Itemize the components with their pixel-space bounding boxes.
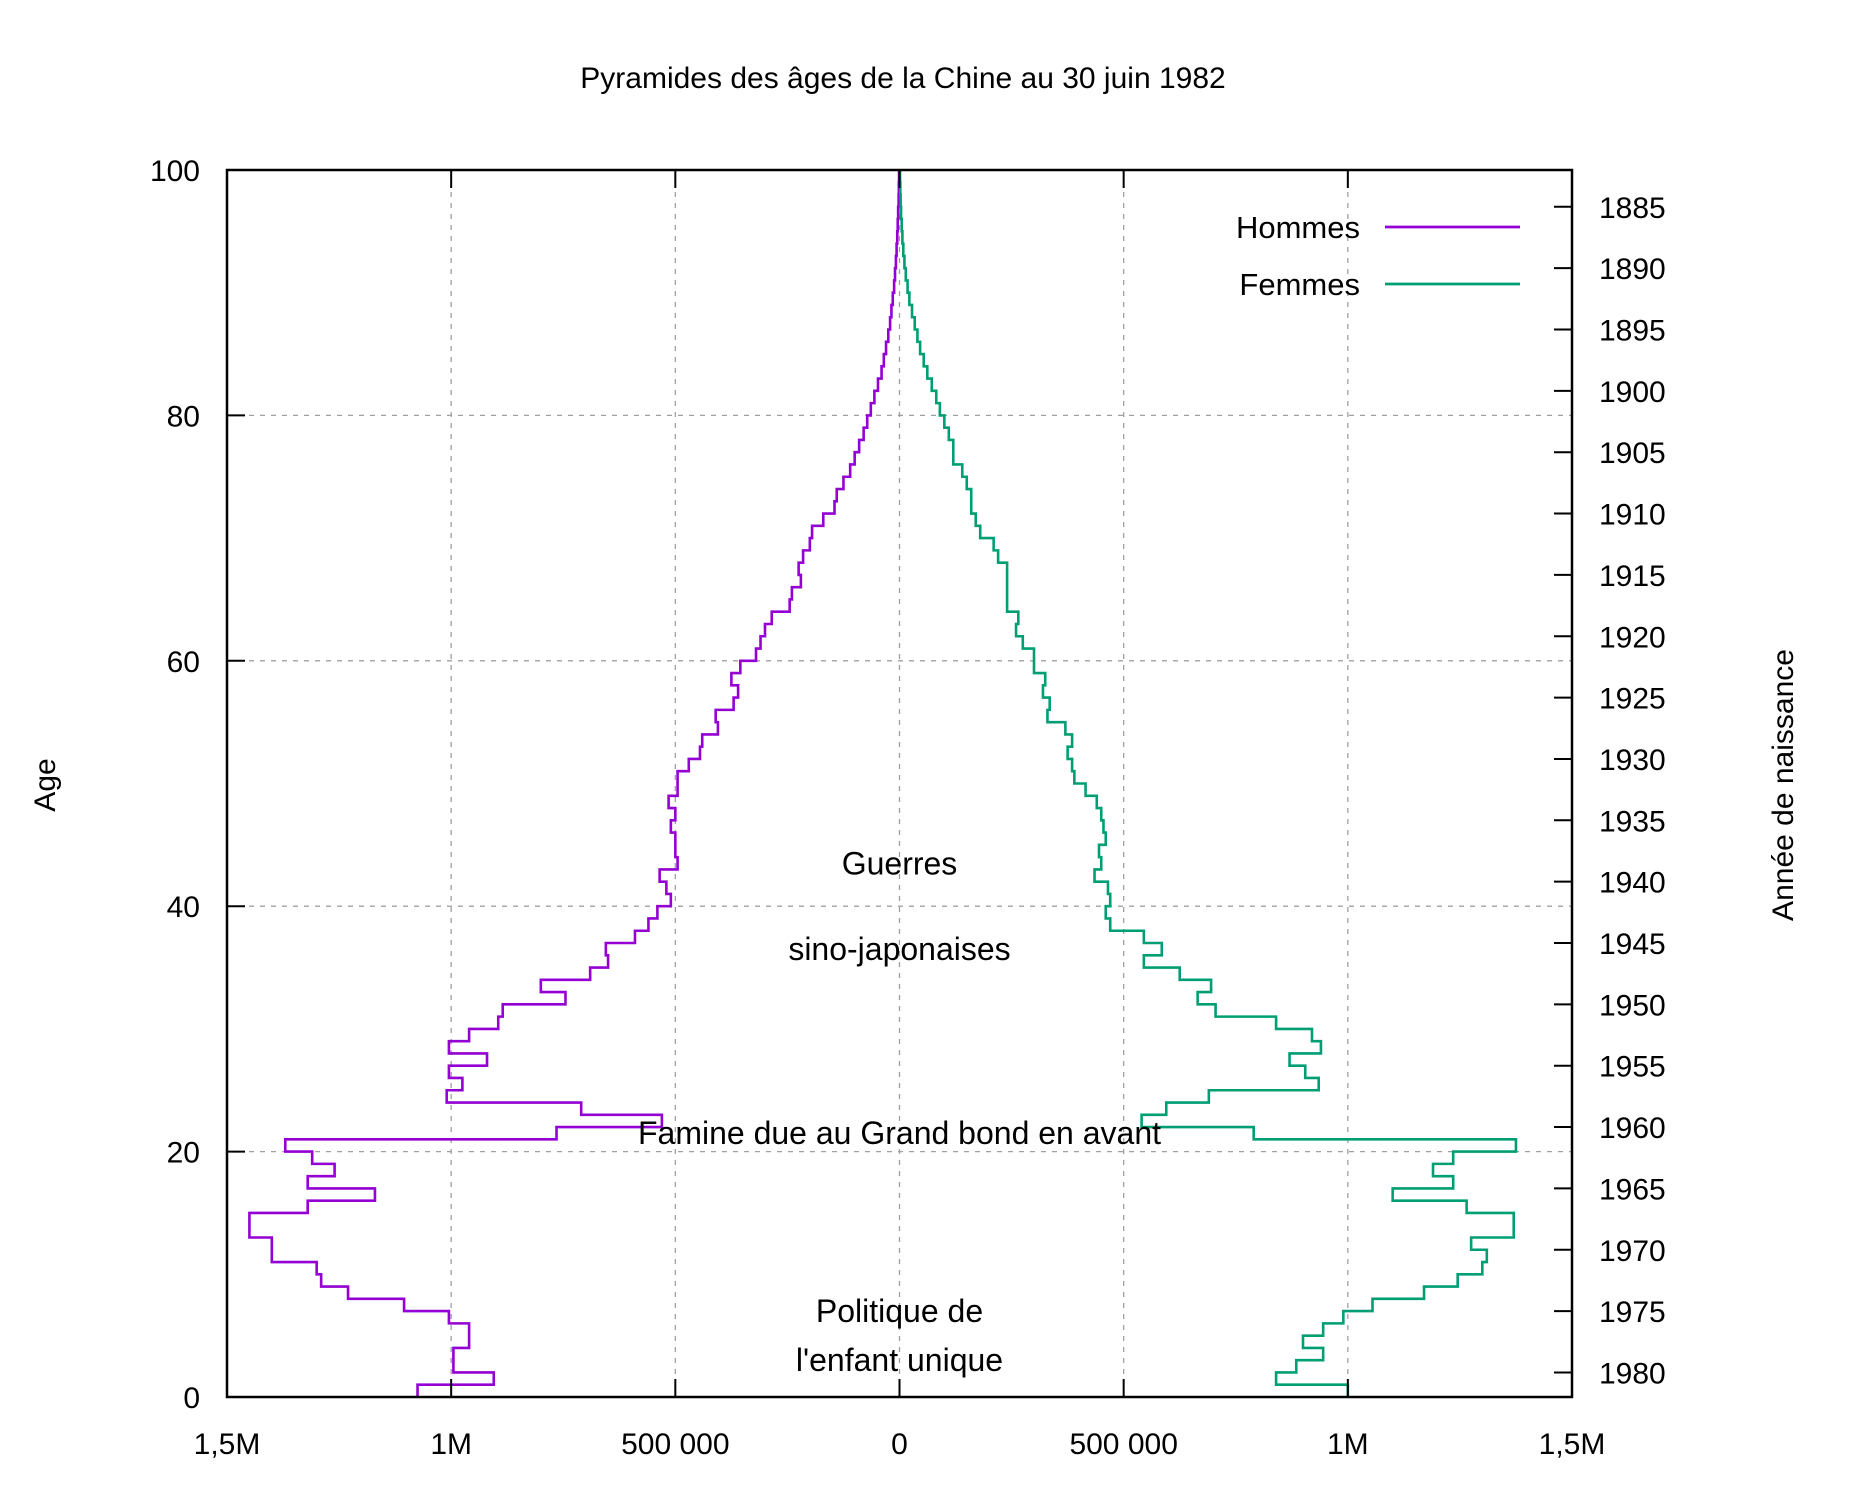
x-tick-label: 1M [430,1428,472,1461]
axes: 1,5M 1M 500 000 0 500 000 1M 1,5M 0 20 40 60 80 100 1… [150,155,1666,1461]
series-femmes [898,170,1518,1397]
y2-tick-label: 1925 [1599,683,1666,716]
y2-tick-label: 1955 [1599,1051,1666,1084]
y-tick-label: 20 [167,1137,200,1170]
annotation-text: Guerres [842,845,958,881]
y2-tick-label: 1910 [1599,499,1666,532]
y2-tick-label: 1885 [1599,192,1666,225]
y-tick-label: 60 [167,646,200,679]
y2-tick-label: 1945 [1599,928,1666,961]
y2-tick-label: 1900 [1599,376,1666,409]
y2-tick-label: 1950 [1599,989,1666,1022]
y2-tick-label: 1975 [1599,1296,1666,1329]
series [248,170,1518,1397]
x-tick-label: 0 [891,1428,908,1461]
annotation-text: sino-japonaises [788,931,1010,967]
grid [226,170,1573,1397]
y2-tick-label: 1965 [1599,1173,1666,1206]
y-tick-label: 100 [150,155,200,188]
y2-tick-label: 1935 [1599,805,1666,838]
y2-tick-label: 1970 [1599,1235,1666,1268]
legend-label: Femmes [1239,267,1360,302]
x-tick-label: 500 000 [621,1428,729,1461]
y2-tick-label: 1915 [1599,560,1666,593]
annotation-text: Famine due au Grand bond en avant [638,1115,1161,1151]
y-tick-label: 0 [183,1382,200,1415]
legend: Hommes Femmes [1236,210,1520,302]
legend-label: Hommes [1236,210,1360,245]
y2-tick-label: 1890 [1599,253,1666,286]
y2-tick-label: 1905 [1599,437,1666,470]
x-tick-label: 1,5M [1539,1428,1606,1461]
y2-tick-label: 1940 [1599,867,1666,900]
x-tick-label: 1,5M [194,1428,261,1461]
annotations: Guerres sino-japonaises Famine due au Gran… [638,845,1161,1378]
annotation-text: l'enfant unique [796,1342,1003,1378]
y-axis-label: Age [29,758,62,811]
y2-axis-label: Année de naissance [1767,649,1800,921]
series-hommes [248,170,901,1397]
y2-tick-label: 1930 [1599,744,1666,777]
y-tick-label: 40 [167,891,200,924]
x-tick-label: 500 000 [1069,1428,1177,1461]
y2-tick-label: 1980 [1599,1357,1666,1390]
y2-tick-label: 1895 [1599,315,1666,348]
annotation-text: Politique de [816,1293,983,1329]
y2-tick-label: 1960 [1599,1112,1666,1145]
y2-tick-label: 1920 [1599,621,1666,654]
y-tick-label: 80 [167,400,200,433]
chart-title: Pyramides des âges de la Chine au 30 jui… [580,62,1225,95]
x-tick-label: 1M [1327,1428,1369,1461]
